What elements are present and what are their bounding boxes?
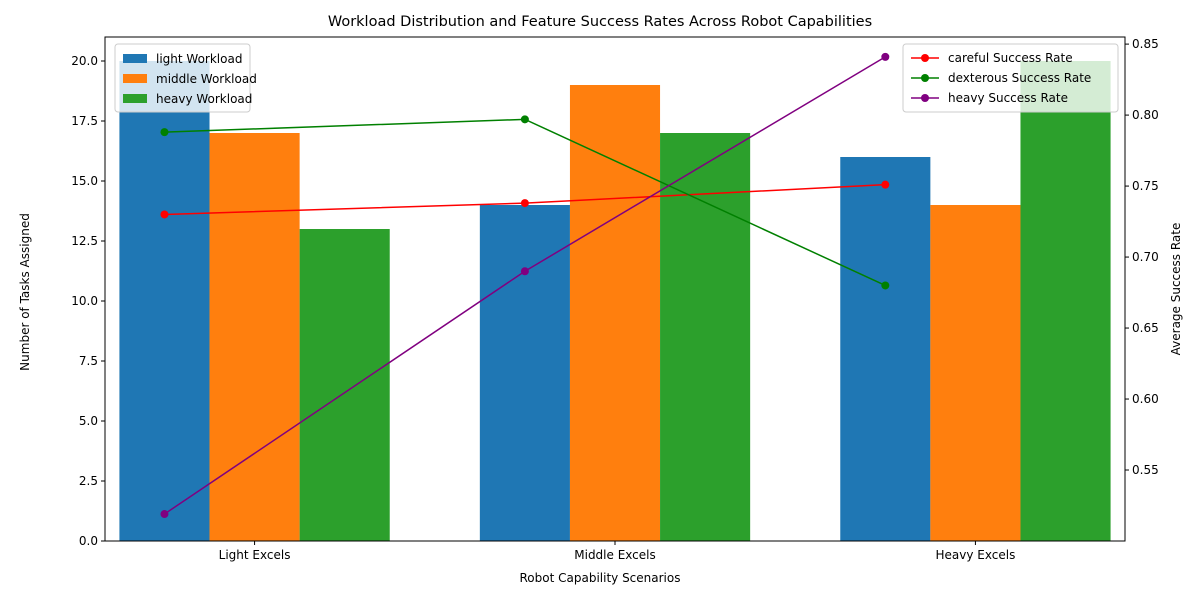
x-tick-label-1: Light Excels [219, 548, 291, 562]
line-legend-marker-3 [921, 94, 929, 102]
y-tick-label-8: 17.5 [71, 114, 98, 128]
bar-1-1 [119, 61, 210, 541]
y-tick-label-6: 12.5 [71, 234, 98, 248]
y2-axis-label: Average Success Rate [1169, 223, 1183, 356]
y-tick-label-7: 15.0 [71, 174, 98, 188]
line-legend-label-3: heavy Success Rate [948, 91, 1068, 105]
y2-tick-label-2: 0.60 [1132, 392, 1159, 406]
line-legend-label-2: dexterous Success Rate [948, 71, 1091, 85]
y2-tick-label-6: 0.80 [1132, 108, 1159, 122]
bar-3-1 [299, 229, 390, 541]
y-tick-label-3: 5.0 [79, 414, 98, 428]
line-point-3-1 [160, 510, 169, 519]
y2-tick-label-3: 0.65 [1132, 321, 1159, 335]
line-legend: careful Success Rate dexterous Success Ra… [902, 43, 1119, 113]
axes-layer: 0.0 2.5 5.0 7.5 10.0 12.5 15.0 17.5 20.0 0.55 0.60… [71, 36, 1159, 562]
bar-2-3 [930, 205, 1021, 541]
line-point-2-2 [520, 115, 529, 124]
bar-1-3 [840, 157, 931, 541]
chart-title: Workload Distribution and Feature Succes… [328, 14, 872, 30]
y-tick-label-1: 0.0 [79, 534, 98, 548]
line-point-1-2 [520, 199, 529, 208]
line-point-2-3 [881, 281, 890, 290]
y2-tick-label-1: 0.55 [1132, 463, 1159, 477]
y2-tick-label-5: 0.75 [1132, 179, 1159, 193]
bar-legend-swatch-3 [123, 94, 147, 103]
y2-tick-label-7: 0.85 [1132, 37, 1159, 51]
line-legend-frame [902, 43, 1119, 113]
y-tick-label-9: 20.0 [71, 54, 98, 68]
bar-legend-label-1: light Workload [156, 52, 242, 66]
bar-legend-swatch-1 [123, 54, 147, 63]
bar-legend-label-2: middle Workload [156, 72, 257, 86]
x-axis-label: Robot Capability Scenarios [520, 571, 681, 585]
y-tick-label-2: 2.5 [79, 474, 98, 488]
bar-2-1 [209, 133, 300, 541]
line-point-1-3 [881, 180, 890, 189]
y-axis-label: Number of Tasks Assigned [18, 213, 32, 371]
line-legend-marker-1 [921, 54, 929, 62]
bar-3-2 [660, 133, 751, 541]
bar-2-2 [569, 85, 661, 541]
bar-1-2 [479, 205, 570, 541]
line-point-3-2 [520, 267, 529, 276]
bar-3-3 [1020, 61, 1111, 541]
y-tick-label-4: 7.5 [79, 354, 98, 368]
bar-legend: light Workload middle Workload heavy Workl… [114, 43, 257, 113]
line-point-1-1 [160, 210, 169, 219]
line-legend-marker-2 [921, 74, 929, 82]
line-point-2-1 [160, 128, 169, 137]
y2-tick-label-4: 0.70 [1132, 250, 1159, 264]
line-legend-label-1: careful Success Rate [948, 51, 1073, 65]
bar-legend-frame [114, 43, 251, 113]
x-tick-label-2: Middle Excels [574, 548, 656, 562]
bars-layer [119, 61, 1111, 541]
lines-layer [160, 52, 890, 519]
x-tick-label-3: Heavy Excels [936, 548, 1016, 562]
y-tick-label-5: 10.0 [71, 294, 98, 308]
line-point-3-3 [881, 52, 890, 61]
bar-legend-label-3: heavy Workload [156, 92, 252, 106]
bar-legend-swatch-2 [123, 74, 147, 83]
